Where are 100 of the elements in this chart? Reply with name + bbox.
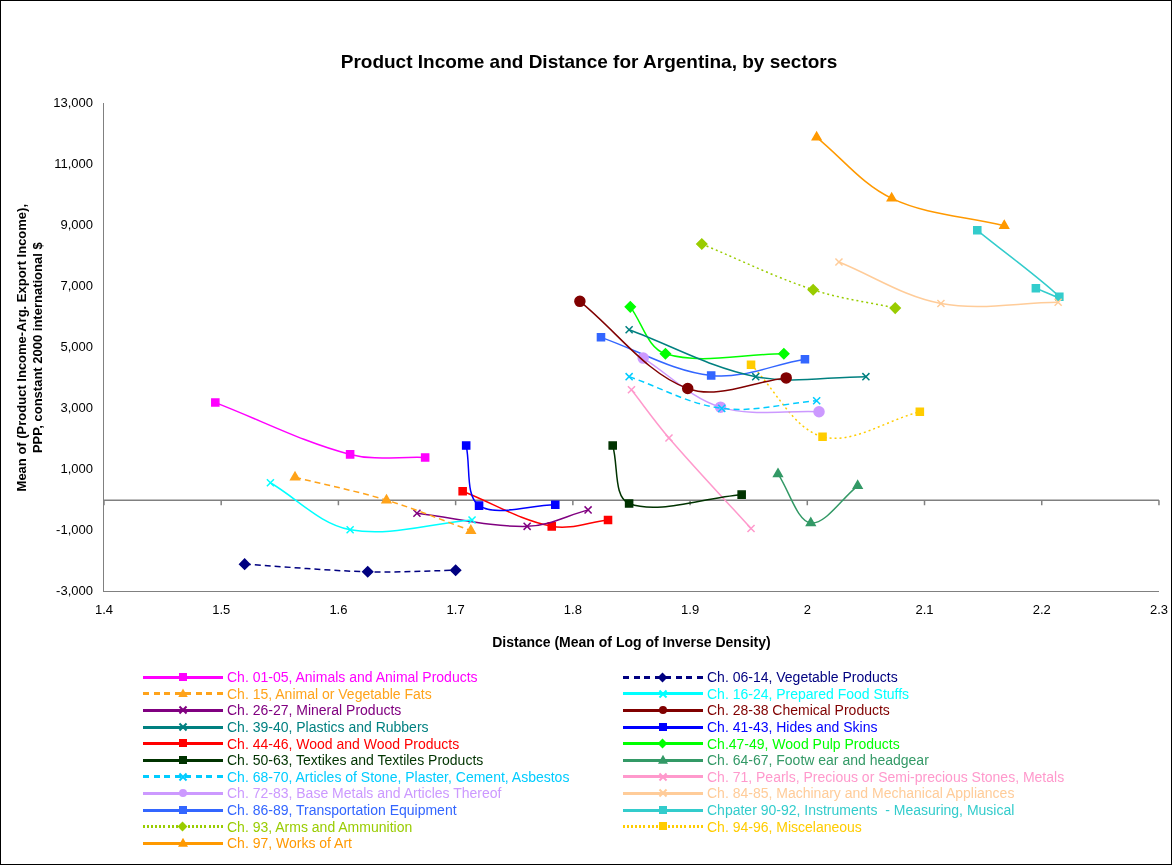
point bbox=[474, 501, 484, 510]
point bbox=[624, 301, 637, 313]
point bbox=[807, 284, 819, 296]
point bbox=[361, 566, 374, 578]
x-tick-label: 2.3 bbox=[1149, 601, 1168, 617]
x-tick-label: 1.4 bbox=[94, 601, 113, 617]
point bbox=[608, 441, 617, 450]
y-axis-title: Mean of (Product Income-Arg. Export Income), PPP, constant 2000 international $ bbox=[14, 203, 45, 492]
point bbox=[627, 385, 636, 395]
chart-title: Product Income and Distance for Argentina, by sectors bbox=[340, 50, 838, 72]
point bbox=[412, 508, 422, 518]
text: Ch. 41-43, Hides and Skins bbox=[707, 719, 878, 736]
point bbox=[681, 382, 694, 395]
point bbox=[746, 360, 756, 370]
y-tick-label: 9,000 bbox=[60, 217, 93, 233]
point bbox=[659, 348, 672, 360]
point bbox=[420, 453, 430, 462]
point bbox=[936, 299, 946, 308]
point bbox=[813, 405, 825, 418]
point bbox=[800, 355, 810, 364]
x-tick-label: 1.6 bbox=[329, 601, 348, 617]
point bbox=[737, 490, 746, 499]
y-tick-label: -3,000 bbox=[56, 583, 93, 599]
x-tick-label: 2 bbox=[803, 601, 811, 617]
y-tick-label: 13,000 bbox=[53, 95, 93, 111]
y-tick-label: 7,000 bbox=[60, 278, 93, 294]
point bbox=[345, 450, 355, 459]
point bbox=[345, 525, 355, 534]
text: Ch. 86-89, Transportation Equipment bbox=[227, 802, 457, 819]
text: Ch. 50-63, Textikes and Textiles Products bbox=[227, 752, 484, 769]
point bbox=[746, 524, 756, 533]
text: Ch. 44-46, Wood and Wood Products bbox=[227, 735, 460, 752]
legend-label: Ch. 93, Arms and Ammunition bbox=[227, 818, 413, 835]
text: Ch.47-49, Wood Pulp Products bbox=[707, 735, 900, 752]
point bbox=[999, 220, 1010, 229]
y-tick-label: -1,000 bbox=[56, 522, 93, 538]
point bbox=[751, 372, 760, 381]
point bbox=[458, 487, 467, 496]
x-tick-label: 1.7 bbox=[446, 601, 465, 617]
x-tick-label: 2.2 bbox=[1032, 601, 1051, 617]
point bbox=[772, 468, 784, 478]
text: Ch. 39-40, Plastics and Rubbers bbox=[227, 719, 429, 736]
point bbox=[596, 333, 606, 342]
point bbox=[861, 372, 871, 381]
x-tick-label: 2.1 bbox=[915, 601, 934, 617]
point bbox=[1053, 297, 1063, 307]
legend-label: Ch. 68-70, Articles of Stone, Plaster, Cement, Asbestos bbox=[227, 768, 570, 785]
point bbox=[834, 257, 844, 267]
y-tick-label: 11,000 bbox=[54, 156, 93, 172]
point bbox=[461, 441, 471, 450]
point bbox=[550, 500, 560, 509]
point bbox=[706, 371, 716, 380]
text: Ch. 16-24, Prepared Food Stuffs bbox=[707, 685, 910, 702]
point bbox=[664, 433, 674, 443]
point bbox=[289, 471, 301, 481]
y-tick-label: 3,000 bbox=[60, 400, 93, 416]
point bbox=[696, 238, 708, 250]
point bbox=[624, 499, 634, 508]
point bbox=[812, 396, 821, 406]
x-tick-label: 1.8 bbox=[563, 601, 582, 617]
point bbox=[603, 515, 613, 525]
point bbox=[465, 524, 476, 534]
text: Ch. 26-27, Mineral Products bbox=[227, 702, 402, 719]
point bbox=[811, 131, 822, 141]
text: Ch. 64-67, Footw ear and headgear bbox=[707, 752, 929, 769]
point bbox=[547, 522, 557, 531]
point bbox=[778, 348, 790, 360]
text: Ch. 84-85, Machinary and Mechanical Appliances bbox=[707, 785, 1015, 802]
point bbox=[805, 517, 816, 527]
point bbox=[522, 522, 532, 531]
point bbox=[449, 564, 462, 577]
point bbox=[1031, 283, 1041, 293]
x-tick-label: 1.9 bbox=[681, 601, 700, 617]
point bbox=[780, 372, 792, 384]
legend-label: Ch. 06-14, Vegetable Products bbox=[707, 669, 898, 686]
x-tick-label: 1.5 bbox=[212, 601, 231, 617]
point bbox=[574, 295, 586, 308]
point bbox=[624, 372, 634, 381]
text: Ch. 97, Works of Art bbox=[227, 835, 353, 852]
legend-label: Ch. 15, Animal or Vegetable Fats bbox=[227, 685, 432, 702]
point bbox=[624, 325, 634, 334]
y-tick-label: 5,000 bbox=[60, 339, 93, 355]
point bbox=[238, 558, 251, 570]
text: Ch. 28-38 Chemical Products bbox=[707, 702, 890, 719]
text: Chpater 90-92, Instruments - Measuring, Musical bbox=[707, 802, 1015, 819]
point bbox=[1055, 292, 1064, 302]
point bbox=[915, 407, 925, 417]
x-axis-title: Distance (Mean of Log of Inverse Density) bbox=[492, 634, 771, 651]
point bbox=[266, 478, 275, 488]
text: Ch. 01-05, Animals and Animal Products bbox=[227, 669, 478, 686]
point bbox=[852, 480, 863, 490]
y-tick-label: 1,000 bbox=[60, 461, 93, 477]
point bbox=[886, 192, 897, 202]
text: Ch. 71, Pearls, Precious or Semi-precious Stones, Metals bbox=[707, 768, 1065, 785]
point bbox=[381, 494, 392, 504]
text: Ch. 72-83, Base Metals and Articles Thereof bbox=[227, 785, 502, 802]
point bbox=[972, 226, 982, 235]
point bbox=[818, 432, 827, 442]
point bbox=[211, 398, 220, 407]
point bbox=[583, 505, 593, 515]
